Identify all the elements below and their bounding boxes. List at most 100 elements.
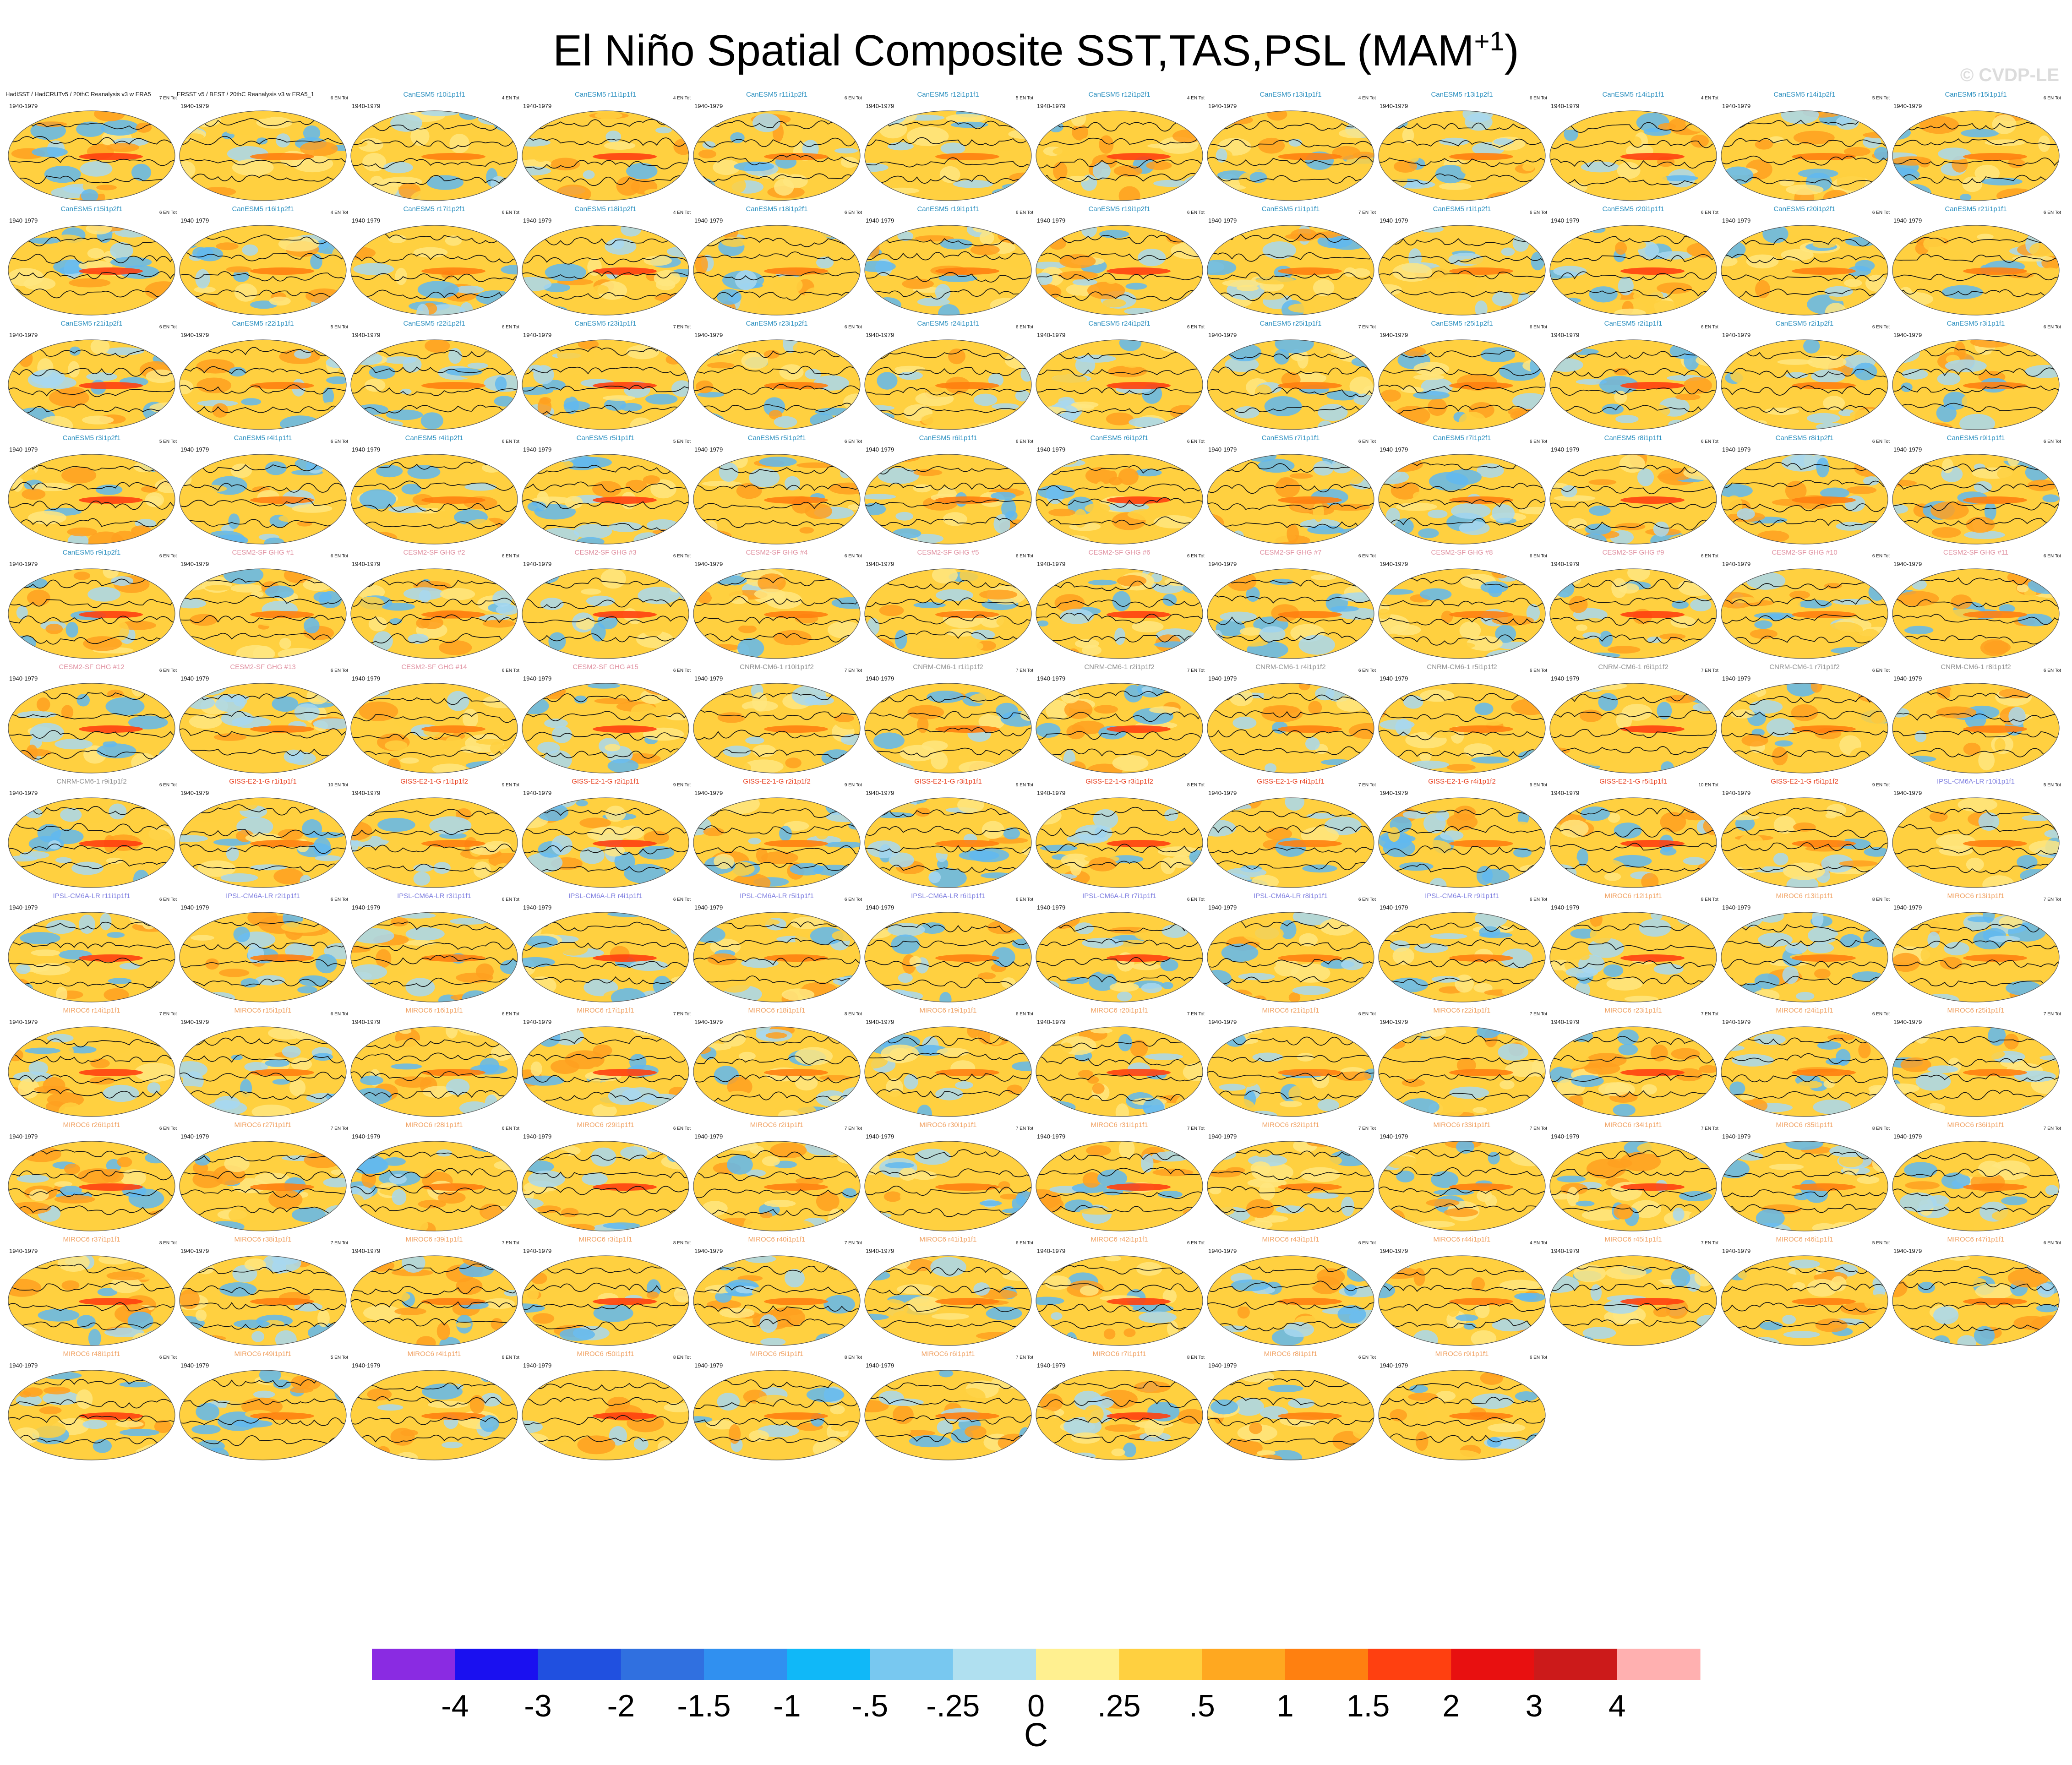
map-panel: CanESM5 r2i1p2f1 1940-1979 6 EN Tot	[1718, 320, 1891, 433]
panel-event-count: 6 EN Tot	[502, 1126, 519, 1131]
map-panel: CanESM5 r11i1p2f1 1940-1979 6 EN Tot	[691, 91, 863, 204]
panel-title: CanESM5 r23i1p1f1	[574, 320, 637, 327]
panel-title: CanESM5 r22i1p2f1	[403, 320, 465, 327]
panel-event-count: 6 EN Tot	[1529, 554, 1547, 559]
panel-period: 1940-1979	[9, 446, 38, 453]
panel-title: MIROC6 r18i1p1f1	[748, 1007, 806, 1014]
panel-period: 1940-1979	[1208, 1247, 1237, 1254]
panel-event-count: 5 EN Tot	[1015, 96, 1033, 101]
map-panel: MIROC6 r43i1p1f1 1940-1979 6 EN Tot	[1205, 1236, 1377, 1349]
panel-event-count: 6 EN Tot	[159, 325, 177, 330]
panel-period: 1940-1979	[694, 675, 723, 682]
map-panel: MIROC6 r34i1p1f1 1940-1979 7 EN Tot	[1547, 1121, 1719, 1235]
map-panel: GISS-E2-1-G r1i1p1f2 1940-1979 9 EN Tot	[348, 778, 520, 891]
panel-event-count: 6 EN Tot	[844, 325, 862, 330]
map-panel: CanESM5 r19i1p2f1 1940-1979 6 EN Tot	[1033, 205, 1205, 319]
panel-event-count: 6 EN Tot	[1872, 1012, 1890, 1017]
colorbar-box	[455, 1649, 539, 1680]
panel-event-count: 6 EN Tot	[1358, 439, 1376, 444]
panel-period: 1940-1979	[180, 1019, 209, 1025]
globe-map	[1721, 912, 1888, 1002]
globe-map	[1378, 1255, 1546, 1346]
panel-period: 1940-1979	[1380, 1133, 1408, 1140]
panel-event-count: 9 EN Tot	[1015, 783, 1033, 788]
colorbar-box	[372, 1649, 455, 1680]
map-panel: MIROC6 r5i1p1f1 1940-1979 8 EN Tot	[691, 1350, 863, 1464]
globe-map	[1378, 225, 1546, 316]
panel-event-count: 6 EN Tot	[159, 897, 177, 902]
colorbar-box	[1119, 1649, 1203, 1680]
panel-period: 1940-1979	[1551, 561, 1580, 567]
panel-period: 1940-1979	[1380, 446, 1408, 453]
panel-period: 1940-1979	[523, 332, 552, 338]
panel-event-count: 6 EN Tot	[159, 210, 177, 215]
panel-event-count: 7 EN Tot	[330, 1126, 348, 1131]
panel-period: 1940-1979	[1551, 1247, 1580, 1254]
panel-title: CESM2-SF GHG #8	[1431, 549, 1493, 556]
panel-event-count: 6 EN Tot	[844, 210, 862, 215]
panel-event-count: 8 EN Tot	[502, 1355, 519, 1360]
panel-event-count: 6 EN Tot	[673, 668, 691, 673]
map-panel: ERSST v5 / BEST / 20thC Reanalysis v3 w …	[177, 91, 349, 204]
map-panel: MIROC6 r48i1p1f1 1940-1979 6 EN Tot	[5, 1350, 178, 1464]
panel-period: 1940-1979	[9, 1133, 38, 1140]
globe-map	[1549, 568, 1717, 659]
map-panel: MIROC6 r24i1p1f1 1940-1979 6 EN Tot	[1718, 1007, 1891, 1120]
panel-period: 1940-1979	[694, 217, 723, 224]
map-panel: CESM2-SF GHG #12 1940-1979 6 EN Tot	[5, 663, 178, 777]
panel-event-count: 7 EN Tot	[1187, 668, 1205, 673]
panel-period: 1940-1979	[694, 904, 723, 911]
panel-period: 1940-1979	[352, 1247, 381, 1254]
panel-period: 1940-1979	[1893, 103, 1922, 109]
panel-event-count: 4 EN Tot	[673, 210, 691, 215]
globe-map	[693, 1370, 861, 1460]
map-panel: CNRM-CM6-1 r9i1p1f2 1940-1979 6 EN Tot	[5, 778, 178, 891]
map-panel: CanESM5 r3i1p1f1 1940-1979 6 EN Tot	[1890, 320, 2062, 433]
panel-event-count: 6 EN Tot	[1015, 554, 1033, 559]
panel-period: 1940-1979	[523, 675, 552, 682]
globe-map	[350, 1141, 518, 1231]
map-panel: CESM2-SF GHG #1 1940-1979 6 EN Tot	[177, 549, 349, 662]
globe-map	[179, 1141, 347, 1231]
panel-period: 1940-1979	[1551, 217, 1580, 224]
panel-period: 1940-1979	[1037, 904, 1066, 911]
globe-map	[864, 797, 1032, 888]
map-panel: MIROC6 r42i1p1f1 1940-1979 6 EN Tot	[1033, 1236, 1205, 1349]
panel-event-count: 7 EN Tot	[844, 1241, 862, 1246]
panel-period: 1940-1979	[866, 790, 894, 796]
map-panel: CanESM5 r24i1p1f1 1940-1979 6 EN Tot	[862, 320, 1034, 433]
panel-period: 1940-1979	[523, 1247, 552, 1254]
panel-event-count: 4 EN Tot	[1529, 1241, 1547, 1246]
globe-map	[1721, 1255, 1888, 1346]
map-panel: MIROC6 r30i1p1f1 1940-1979 7 EN Tot	[862, 1121, 1034, 1235]
panel-event-count: 4 EN Tot	[1701, 96, 1718, 101]
panel-event-count: 9 EN Tot	[673, 783, 691, 788]
panel-event-count: 6 EN Tot	[330, 668, 348, 673]
globe-map	[179, 339, 347, 430]
map-panel: CNRM-CM6-1 r2i1p1f2 1940-1979 7 EN Tot	[1033, 663, 1205, 777]
panel-period: 1940-1979	[352, 217, 381, 224]
globe-map	[693, 797, 861, 888]
panel-period: 1940-1979	[1380, 790, 1408, 796]
map-panel: MIROC6 r45i1p1f1 1940-1979 7 EN Tot	[1547, 1236, 1719, 1349]
panel-title: CanESM5 r15i1p2f1	[60, 205, 123, 213]
panel-title: MIROC6 r26i1p1f1	[63, 1121, 120, 1129]
globe-map	[1892, 225, 2060, 316]
panel-period: 1940-1979	[1037, 561, 1066, 567]
map-panel: CanESM5 r14i1p2f1 1940-1979 5 EN Tot	[1718, 91, 1891, 204]
panel-period: 1940-1979	[180, 446, 209, 453]
panel-period: 1940-1979	[1380, 1247, 1408, 1254]
map-panel: CanESM5 r1i1p2f1 1940-1979 6 EN Tot	[1376, 205, 1548, 319]
panel-title: CESM2-SF GHG #14	[401, 663, 467, 671]
panel-title: GISS-E2-1-G r1i1p1f2	[400, 778, 468, 785]
panel-event-count: 6 EN Tot	[1701, 210, 1718, 215]
map-panel: GISS-E2-1-G r2i1p1f1 1940-1979 9 EN Tot	[519, 778, 692, 891]
panel-event-count: 6 EN Tot	[330, 1012, 348, 1017]
map-panel: CanESM5 r12i1p2f1 1940-1979 4 EN Tot	[1033, 91, 1205, 204]
panel-event-count: 6 EN Tot	[1701, 554, 1718, 559]
panel-period: 1940-1979	[866, 1019, 894, 1025]
panel-title: MIROC6 r41i1p1f1	[919, 1236, 977, 1243]
panel-title: MIROC6 r33i1p1f1	[1433, 1121, 1491, 1129]
map-panel: CESM2-SF GHG #13 1940-1979 6 EN Tot	[177, 663, 349, 777]
panel-event-count: 6 EN Tot	[502, 439, 519, 444]
